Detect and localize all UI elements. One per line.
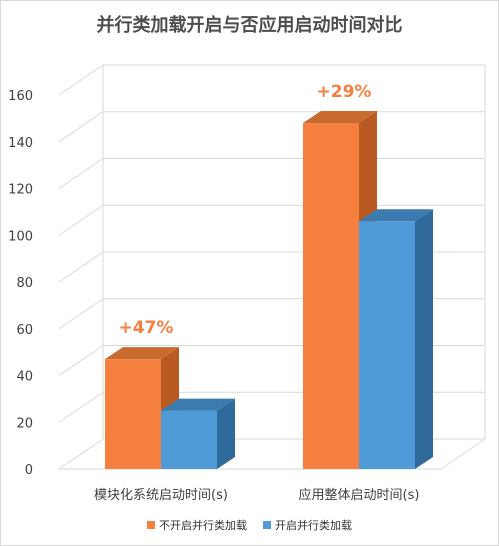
y-tick-label-1: 20: [16, 416, 33, 431]
bar-side-s1-c1: [415, 209, 433, 469]
bar-top-s1-c0: [161, 398, 235, 411]
bar-s0-c1: [303, 123, 359, 470]
x-tick-label-1: 应用整体启动时间(s): [299, 487, 420, 503]
legend-item-no-parallel: 不开启并行类加载: [147, 517, 247, 533]
bar-top-s0-c1: [303, 111, 377, 124]
bar-s1-c1: [359, 221, 415, 469]
grid-diagonal-3: [58, 298, 104, 330]
legend-item-parallel: 开启并行类加载: [263, 517, 352, 533]
chart-title: 并行类加载开启与否应用启动时间对比: [96, 15, 403, 36]
grid-diagonal-1: [58, 391, 104, 423]
y-tick-label-5: 100: [8, 229, 33, 244]
floor-right-edge: [440, 438, 486, 470]
bar-s0-c0: [105, 359, 161, 469]
y-tick-label-6: 120: [8, 183, 33, 198]
y-tick-label-0: 0: [25, 463, 33, 478]
y-tick-label-2: 40: [16, 370, 33, 385]
grid-diagonal-7: [58, 111, 104, 143]
annotation-label-1: +29%: [317, 82, 372, 102]
y-tick-label-8: 160: [8, 89, 33, 104]
y-tick-label-7: 140: [8, 136, 33, 151]
legend-swatch-parallel: [263, 521, 271, 529]
bar-side-s1-c0: [217, 398, 235, 469]
bar-s1-c0: [161, 410, 217, 469]
grid-diagonal-6: [58, 158, 104, 189]
grid-diagonal-0: [58, 438, 104, 470]
chart-canvas: 0 20 40 60 80 100 120 140 160 模块化系统启动时间(s) +47% 应用整…: [8, 64, 486, 503]
bar-top-s1-c1: [359, 209, 433, 222]
y-tick-label-4: 80: [16, 276, 33, 291]
grid-diagonal-4: [58, 251, 104, 283]
legend-label-no-parallel: 不开启并行类加载: [159, 519, 247, 532]
grid-diagonal-5: [58, 204, 104, 236]
legend: 不开启并行类加载 开启并行类加载: [1, 517, 498, 533]
y-tick-label-3: 60: [16, 323, 33, 338]
x-tick-label-0: 模块化系统启动时间(s): [94, 488, 228, 503]
annotation-label-0: +47%: [119, 318, 174, 338]
legend-swatch-no-parallel: [147, 521, 155, 529]
bar-top-s0-c0: [105, 347, 179, 360]
grid-diagonal-8: [58, 64, 104, 96]
grid-diagonal-2: [58, 345, 104, 376]
legend-label-parallel: 开启并行类加载: [275, 519, 352, 532]
